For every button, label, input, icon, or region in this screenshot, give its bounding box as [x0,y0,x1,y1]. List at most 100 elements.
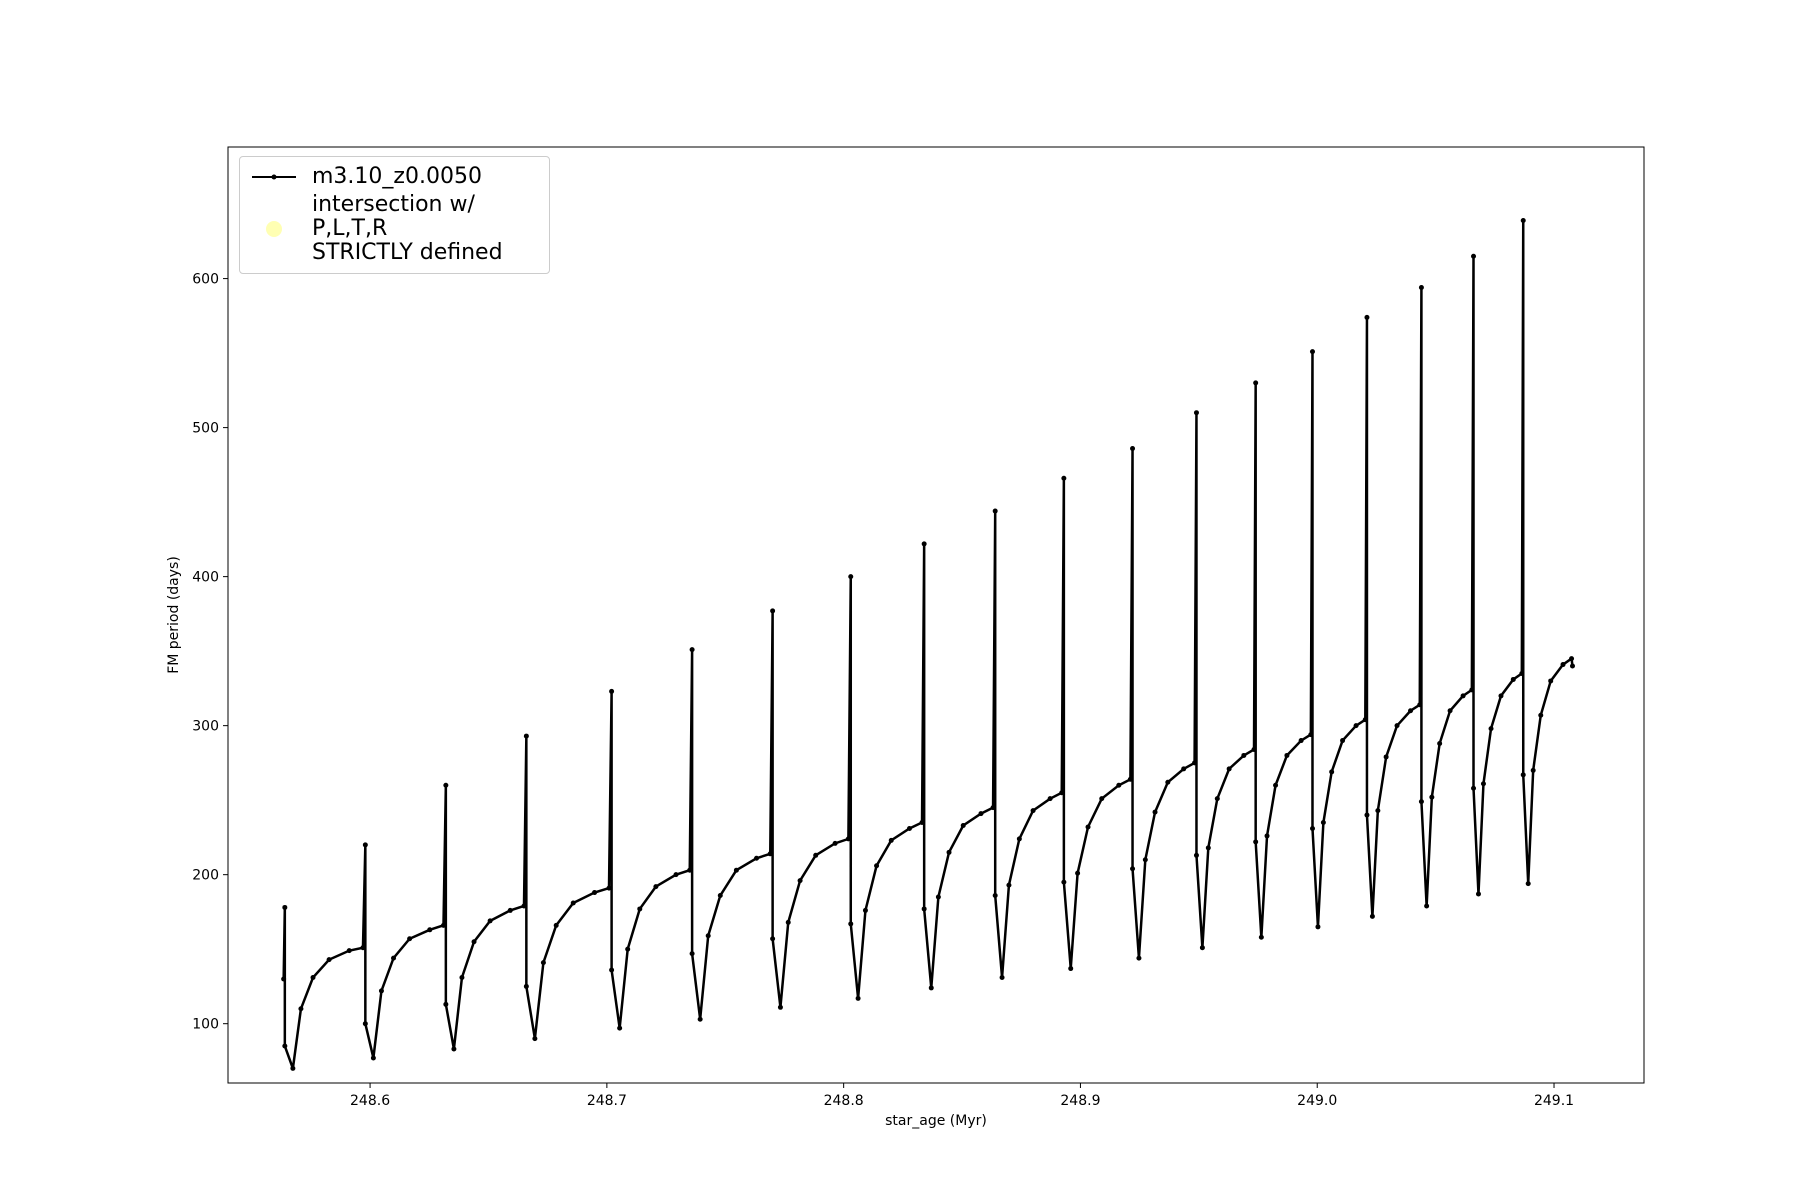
data-point [1085,824,1091,830]
data-point [1016,836,1022,842]
data-point [1471,253,1477,259]
data-point [282,904,288,910]
data-point [1264,833,1270,839]
data-point [1258,934,1264,940]
data-point [532,1036,538,1042]
data-point [767,851,773,857]
data-point [992,508,998,514]
data-point [1362,717,1368,723]
data-point [570,900,576,906]
data-point [1142,857,1148,863]
data-point [1308,732,1314,738]
data-point [362,1021,368,1027]
x-tick-label: 248.7 [587,1093,627,1109]
data-point [906,825,912,831]
data-point [848,921,854,927]
data-point [521,903,527,909]
data-point [919,820,925,826]
data-point [553,922,559,928]
legend-key [266,221,282,237]
data-point [1068,966,1074,972]
data-point [1309,825,1315,831]
data-point [1520,772,1526,778]
data-point [1447,708,1453,714]
data-point [845,836,851,842]
data-point [673,872,679,878]
data-point [848,574,854,580]
y-tick-label: 100 [192,1017,219,1033]
data-point [1329,769,1335,775]
legend-entry: intersection w/ P,L,T,R STRICTLY defined [240,193,549,265]
data-point [832,840,838,846]
data-point [609,967,615,973]
data-point [1253,380,1259,386]
data-point [705,933,711,939]
x-tick-label: 249.1 [1534,1093,1574,1109]
data-point [770,936,776,942]
data-point [1047,796,1053,802]
legend-entry: m3.10_z0.0050 [240,165,549,189]
data-point [990,805,996,811]
data-point [770,608,776,614]
data-point [1408,708,1414,714]
data-point [523,983,529,989]
legend-label: m3.10_z0.0050 [312,164,482,189]
data-point [1061,879,1067,885]
data-point [1375,808,1381,814]
data-point [1364,812,1370,818]
data-point [346,948,352,954]
data-point [687,867,693,873]
data-point [1006,882,1012,888]
data-point [1548,678,1554,684]
data-point [1471,785,1477,791]
data-point [797,878,803,884]
data-point [1469,687,1475,693]
data-point [1340,738,1346,744]
x-tick-label: 248.9 [1060,1093,1100,1109]
data-point [992,893,998,899]
data-point [281,976,287,982]
data-point [921,906,927,912]
data-point [625,946,631,952]
data-point [1193,410,1199,416]
data-point [540,960,546,966]
data-point [487,918,493,924]
data-point [1226,766,1232,772]
data-point [1192,760,1198,766]
data-point [1136,955,1142,961]
data-point [1498,693,1504,699]
data-point [290,1065,296,1071]
data-point [1199,945,1205,951]
data-point [874,863,880,869]
data-point [1353,723,1359,729]
data-point [282,1043,288,1049]
data-point [362,842,368,848]
data-point [507,907,513,913]
data-point [360,945,366,951]
data-point [459,974,465,980]
data-point [1309,349,1315,355]
data-point [1510,676,1516,682]
data-point [326,957,332,963]
data-point [1424,903,1430,909]
data-point [1315,924,1321,930]
data-point [999,974,1005,980]
data-point [777,1004,783,1010]
data-point [1429,794,1435,800]
data-point [1520,217,1526,223]
data-point [523,733,529,739]
data-point [471,939,477,945]
data-point [443,1001,449,1007]
data-point [1116,782,1122,788]
data-point [733,867,739,873]
data-point [1530,767,1536,773]
data-point [1383,754,1389,760]
data-point [592,890,598,896]
data-point [378,988,384,994]
data-point [1519,670,1525,676]
legend: m3.10_z0.0050 intersection w/ P,L,T,R STR… [239,156,550,274]
data-point [946,849,952,855]
data-point [855,995,861,1001]
x-axis-label: star_age (Myr) [885,1113,987,1129]
